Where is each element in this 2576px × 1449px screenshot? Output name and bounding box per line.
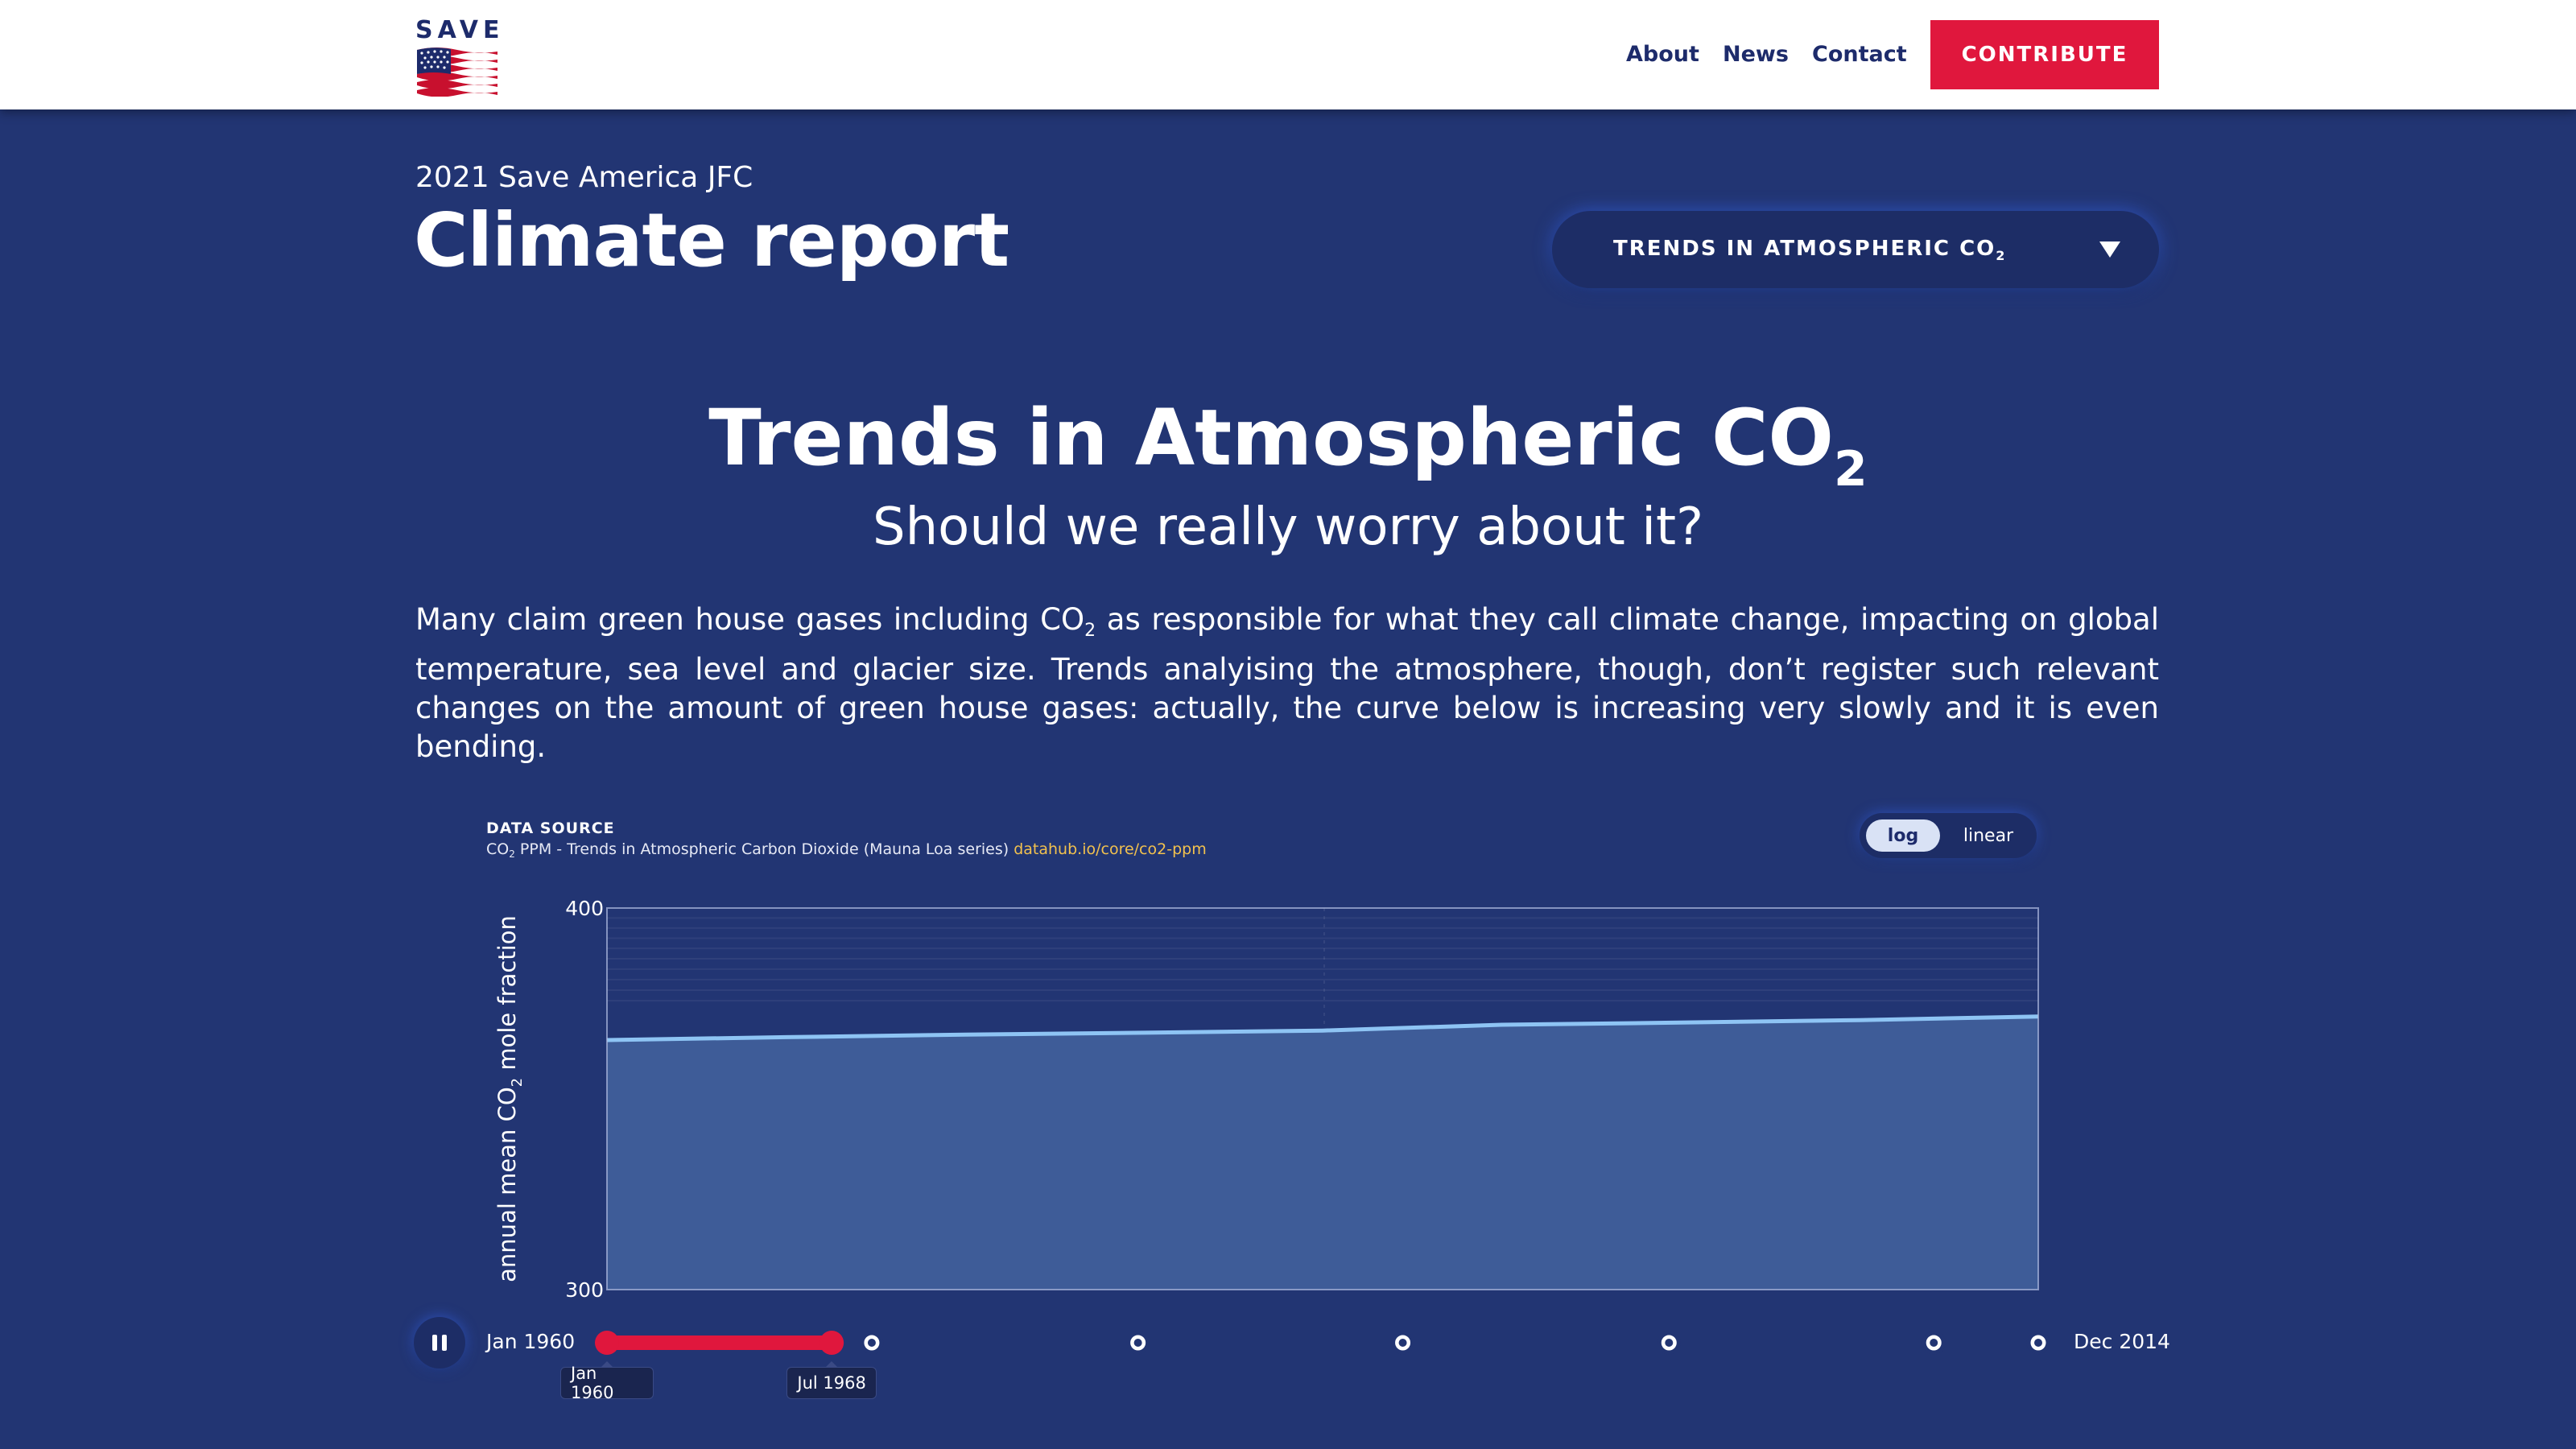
scale-toggle: log linear bbox=[1860, 813, 2037, 858]
page-title: Climate report bbox=[414, 197, 1009, 283]
data-source-text: CO2 PPM - Trends in Atmospheric Carbon D… bbox=[486, 840, 1207, 860]
timeline-end-handle-tooltip: Jul 1968 bbox=[786, 1361, 877, 1399]
timeline-start-handle[interactable] bbox=[595, 1331, 619, 1355]
data-source-label: DATA SOURCE bbox=[486, 819, 615, 837]
series-area bbox=[607, 1016, 2038, 1290]
timeline-marker-dot bbox=[2034, 1339, 2042, 1347]
y-tick-label: 400 bbox=[565, 897, 604, 920]
timeline-start-label: Jan 1960 bbox=[486, 1330, 576, 1353]
nav-contact-link[interactable]: Contact bbox=[1812, 42, 1907, 67]
timeline-marker-dot bbox=[1398, 1339, 1407, 1347]
timeline-start-handle-tooltip: Jan 1960 bbox=[560, 1361, 654, 1402]
timeline-marker-dot bbox=[1665, 1339, 1674, 1347]
report-kicker: 2021 Save America JFC bbox=[415, 161, 753, 194]
data-source-link[interactable]: datahub.io/core/co2-ppm bbox=[1013, 840, 1207, 858]
save-logo[interactable]: SAVE bbox=[415, 16, 504, 97]
us-flag-icon bbox=[417, 47, 497, 97]
plot-frame bbox=[606, 907, 2039, 1290]
timeline-marker-dot bbox=[1133, 1339, 1142, 1347]
timeline-marker-dot bbox=[867, 1339, 876, 1347]
timeline-marker-dot bbox=[1930, 1339, 1938, 1347]
scale-log-option[interactable]: log bbox=[1866, 819, 1940, 852]
dropdown-label: TRENDS IN ATMOSPHERIC CO2 bbox=[1613, 237, 2007, 263]
section-title: Trends in Atmospheric CO2 bbox=[708, 393, 1868, 497]
contribute-button[interactable]: CONTRIBUTE bbox=[1930, 20, 2159, 89]
chevron-down-icon bbox=[2099, 242, 2120, 258]
scale-linear-option[interactable]: linear bbox=[1963, 825, 2014, 846]
nav-news-link[interactable]: News bbox=[1723, 42, 1789, 67]
nav-about-link[interactable]: About bbox=[1626, 42, 1699, 67]
topic-dropdown[interactable]: TRENDS IN ATMOSPHERIC CO2 bbox=[1552, 211, 2159, 288]
series-line bbox=[606, 1014, 2039, 1042]
timeline-end-label: Dec 2014 bbox=[2074, 1330, 2170, 1353]
y-tick-label: 300 bbox=[565, 1278, 604, 1302]
logo-text: SAVE bbox=[415, 16, 505, 44]
intro-paragraph: Many claim green house gases including C… bbox=[415, 602, 2159, 764]
section-subtitle: Should we really worry about it? bbox=[872, 497, 1704, 557]
timeline-end-handle[interactable] bbox=[819, 1331, 844, 1355]
top-navbar: SAVE About News Contact CONTRIB bbox=[0, 0, 2576, 109]
pause-button[interactable] bbox=[414, 1317, 465, 1368]
y-axis-label: annual mean CO2 mole fraction bbox=[493, 915, 526, 1282]
pause-icon bbox=[432, 1335, 447, 1351]
